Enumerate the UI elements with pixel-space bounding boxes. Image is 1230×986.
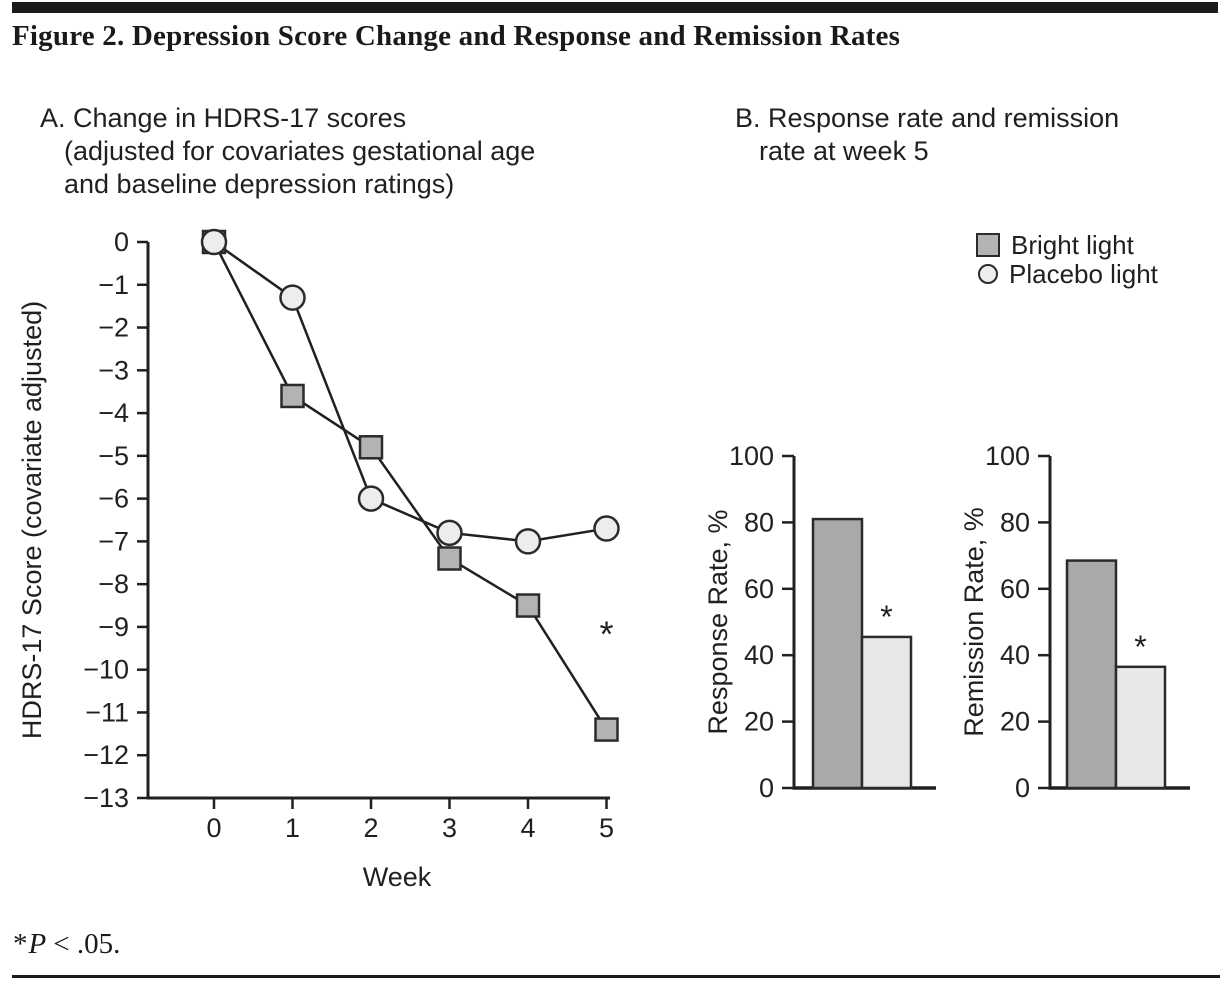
y-tick-label: −13	[83, 783, 129, 813]
x-tick-label: 3	[442, 813, 457, 843]
y-tick-label: −10	[83, 655, 129, 685]
bright-light-square-icon	[976, 233, 1000, 257]
y-tick-label: −5	[98, 441, 129, 471]
bright-light-marker	[280, 383, 305, 409]
y-tick-label: 0	[114, 227, 129, 257]
bright-light-bar	[811, 517, 864, 790]
bright-light-marker	[358, 435, 384, 460]
y-tick-label: 20	[744, 707, 774, 737]
footnote-value: < .05.	[53, 928, 121, 960]
legend-item-bright-light: Bright light	[976, 229, 1158, 260]
chart-legend: Bright light Placebo light	[976, 229, 1158, 289]
y-tick-label: −9	[98, 612, 129, 642]
placebo-light-marker	[357, 485, 385, 512]
placebo-light-circle-icon	[978, 264, 998, 284]
panel-b-title: B. Response rate and remission rate at w…	[735, 102, 1229, 168]
bright-light-marker	[594, 717, 619, 742]
y-tick-label: 100	[985, 441, 1030, 471]
figure-title: Figure 2. Depression Score Change and Re…	[12, 20, 901, 52]
y-tick-label: −8	[98, 569, 129, 599]
y-tick-label: 100	[729, 441, 774, 471]
response-bar-chart: 0 20 40 60 80 100 * Response Rate, %	[703, 441, 936, 803]
y-tick-label: −6	[98, 484, 129, 514]
bright-light-marker	[515, 593, 541, 618]
panel-a-title: A. Change in HDRS-17 scores (adjusted fo…	[40, 102, 664, 201]
y-axis-label: Response Rate, %	[703, 509, 733, 734]
y-tick-label: 60	[744, 574, 774, 604]
placebo-light-marker	[436, 519, 463, 547]
legend-label-placebo-light: Placebo light	[1009, 258, 1158, 289]
y-tick-label: −3	[98, 355, 129, 385]
footnote-p: P	[28, 928, 47, 960]
x-tick-label: 1	[285, 813, 300, 843]
y-tick-label: −1	[98, 270, 129, 300]
y-tick-label: 80	[1000, 507, 1030, 537]
y-tick-label: −2	[98, 313, 129, 343]
y-tick-label: 40	[1000, 640, 1030, 670]
x-tick-label: 4	[520, 813, 535, 843]
footnote: *P < .05.	[13, 928, 120, 961]
x-tick-label: 0	[206, 813, 221, 843]
y-tick-label: 60	[1000, 574, 1030, 604]
significance-asterisk: *	[599, 613, 613, 654]
x-axis-label: Week	[363, 862, 432, 892]
footnote-asterisk: *	[13, 928, 28, 960]
y-tick-label: −4	[98, 398, 129, 428]
placebo-light-marker	[200, 228, 228, 256]
x-tick-label: 5	[599, 813, 614, 843]
panel-b-title-line-2: rate at week 5	[759, 136, 929, 166]
significance-asterisk: *	[880, 599, 892, 635]
remission-bar-chart: 0 20 40 60 80 100 * Remission Rate, %	[959, 441, 1190, 803]
bright-light-marker	[437, 546, 462, 571]
panel-a-title-line-2: (adjusted for covariates gestational age	[64, 136, 536, 166]
panel-a-title-line-3: and baseline depression ratings)	[64, 169, 455, 199]
y-axis-label: Remission Rate, %	[959, 507, 989, 737]
y-tick-label: 80	[744, 507, 774, 537]
placebo-light-bar	[860, 635, 913, 790]
series-line-circle	[213, 240, 607, 543]
y-tick-label: −11	[85, 697, 129, 727]
y-tick-label: −12	[83, 740, 129, 770]
legend-item-placebo-light: Placebo light	[976, 258, 1158, 289]
placebo-light-marker	[593, 515, 620, 542]
top-rule	[12, 2, 1218, 13]
placebo-light-marker	[514, 528, 542, 555]
significance-asterisk: *	[1134, 629, 1146, 665]
y-tick-label: 20	[1000, 707, 1030, 737]
placebo-light-bar	[1114, 665, 1167, 790]
y-tick-label: 0	[1015, 773, 1030, 803]
x-tick-label: 2	[363, 813, 378, 843]
y-tick-label: −7	[98, 526, 129, 556]
y-tick-label: 40	[744, 640, 774, 670]
y-tick-label: 0	[759, 773, 774, 803]
placebo-light-marker	[279, 284, 306, 311]
line-chart: 0 −1 −2 −3 −4 −5 −6 −7 −8 −9 −10 −11 −12 −13 0 1 2 3 4 5 Wee…	[17, 227, 620, 892]
y-axis-label: HDRS-17 Score (covariate adjusted)	[17, 301, 47, 739]
legend-label-bright-light: Bright light	[1011, 229, 1134, 260]
panel-a-title-line-1: A. Change in HDRS-17 scores	[40, 103, 407, 133]
bottom-rule	[12, 975, 1220, 978]
panel-b-title-line-1: B. Response rate and remission	[735, 103, 1120, 133]
series-line-square	[212, 241, 608, 731]
bright-light-bar	[1065, 559, 1118, 790]
